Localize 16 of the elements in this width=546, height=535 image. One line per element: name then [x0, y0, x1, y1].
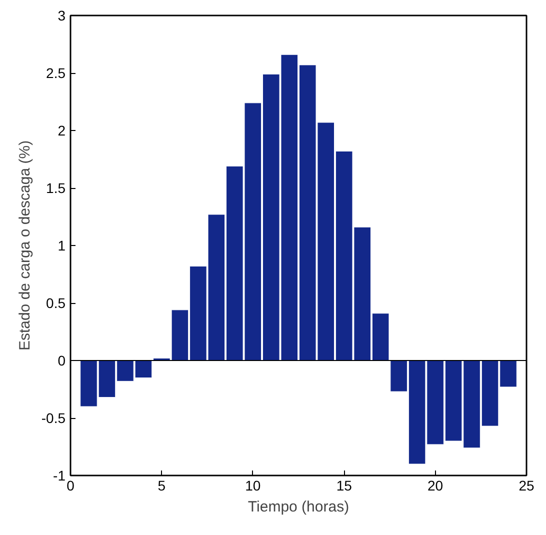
y-tick-label: 3: [58, 8, 66, 24]
y-tick-label: 0.5: [46, 295, 66, 311]
y-tick-label: 1: [58, 238, 66, 254]
y-tick-label: 2: [58, 122, 66, 138]
x-axis-title: Tiempo (horas): [248, 498, 350, 516]
y-tick-label: -1: [53, 468, 66, 484]
x-tick-label: 25: [518, 478, 534, 494]
x-tick-label: 5: [158, 478, 166, 494]
y-tick-label: 0: [58, 352, 66, 368]
y-tick-label: 2.5: [46, 65, 66, 81]
x-tick-label: 15: [336, 478, 352, 494]
x-tick-label: 10: [245, 478, 261, 494]
x-tick-label: 20: [428, 478, 444, 494]
y-axis-title: Estado de carga o descaga (%): [16, 140, 34, 351]
y-tick-label: 1.5: [46, 180, 66, 196]
y-tick-label: -0.5: [41, 410, 66, 426]
